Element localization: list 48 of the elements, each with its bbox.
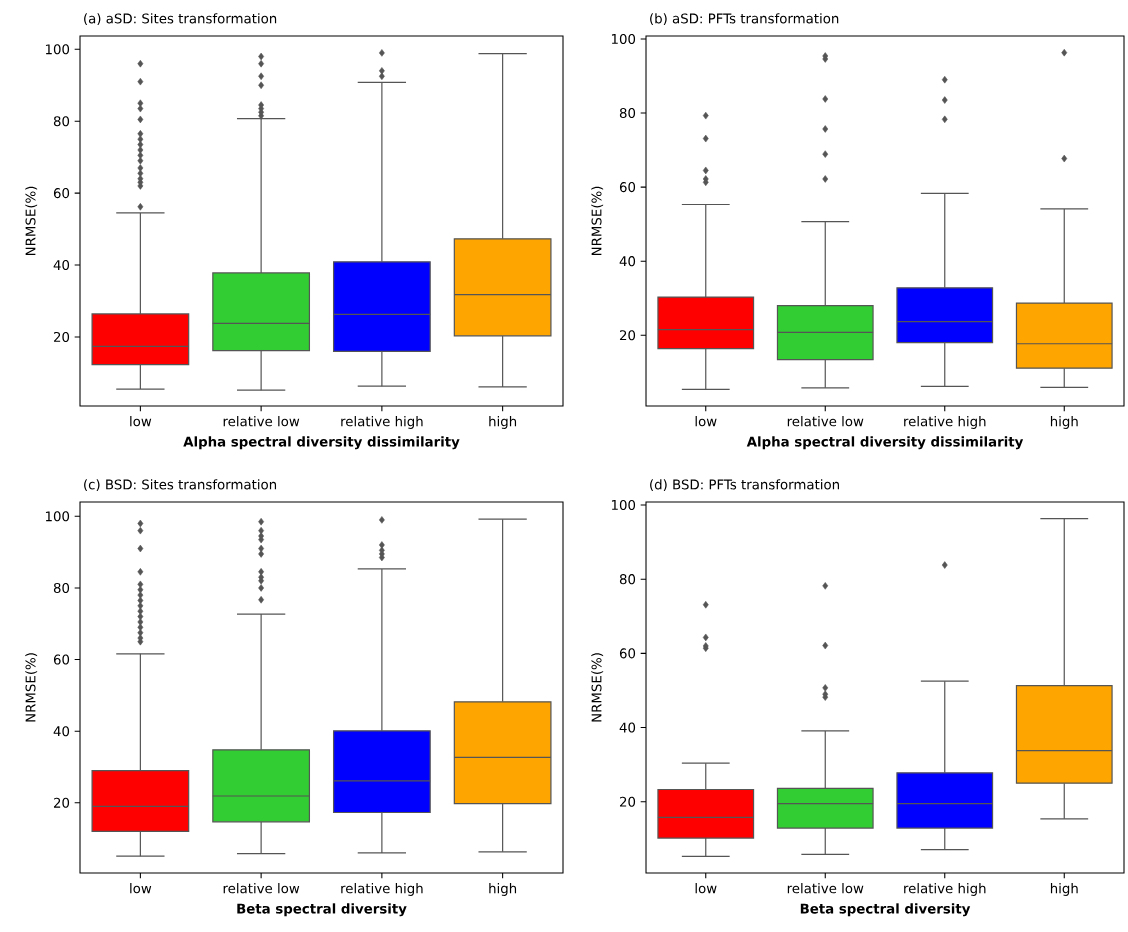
x-tick-label: relative high [341,416,423,429]
y-tick-label: 60 [53,188,70,199]
x-tick-label: relative high [904,883,986,896]
x-tick-label: relative low [223,883,300,894]
x-tick-label: relative low [223,416,300,427]
y-tick-label: 100 [611,33,636,44]
y-tick-label: 20 [619,330,636,341]
x-tick-label: high [489,883,517,896]
x-tick-label: high [1050,416,1078,429]
y-tick-label: 100 [45,44,70,55]
y-tick-label: 40 [619,722,636,733]
y-axis-title: NRMSE(%) [591,653,604,722]
y-tick-label: 80 [619,574,636,585]
x-tick-label: low [695,416,717,427]
chart-title: (c) BSD: Sites transformation [84,479,277,492]
y-tick-label: 60 [619,648,636,659]
chart-title: (b) aSD: PFTs transformation [650,13,839,26]
y-tick-label: 60 [53,654,70,665]
y-tick-label: 80 [53,116,70,127]
x-axis-title: Alpha spectral diversity dissimilarity [746,436,1024,450]
x-tick-label: relative low [787,883,864,894]
x-tick-label: low [695,883,717,894]
x-tick-label: relative high [904,416,986,429]
y-tick-label: 40 [53,259,70,271]
chart-title: (d) BSD: PFTs transformation [650,479,839,492]
x-axis-title: Beta spectral diversity [800,903,971,917]
chart-title: (a) aSD: Sites transformation [84,13,277,26]
y-tick-label: 60 [619,182,636,193]
y-axis-title: NRMSE(%) [591,186,604,256]
y-tick-label: 40 [619,256,636,267]
x-tick-label: low [130,883,152,894]
x-tick-label: relative high [341,883,423,896]
y-tick-label: 100 [611,499,636,511]
y-tick-label: 20 [53,797,70,808]
y-axis-title: NRMSE(%) [25,186,38,256]
x-tick-label: low [130,416,152,427]
y-tick-label: 80 [53,582,70,593]
y-tick-label: 20 [619,796,636,807]
y-tick-label: 100 [45,511,70,522]
y-tick-label: 40 [53,726,70,737]
y-axis-title: NRMSE(%) [25,653,38,722]
x-axis-title: Beta spectral diversity [237,903,407,917]
x-tick-label: high [489,416,517,429]
x-tick-label: high [1050,883,1078,896]
y-tick-label: 20 [53,331,70,342]
y-tick-label: 80 [619,107,636,119]
x-tick-label: relative low [787,416,864,427]
x-axis-title: Alpha spectral diversity dissimilarity [183,436,460,450]
